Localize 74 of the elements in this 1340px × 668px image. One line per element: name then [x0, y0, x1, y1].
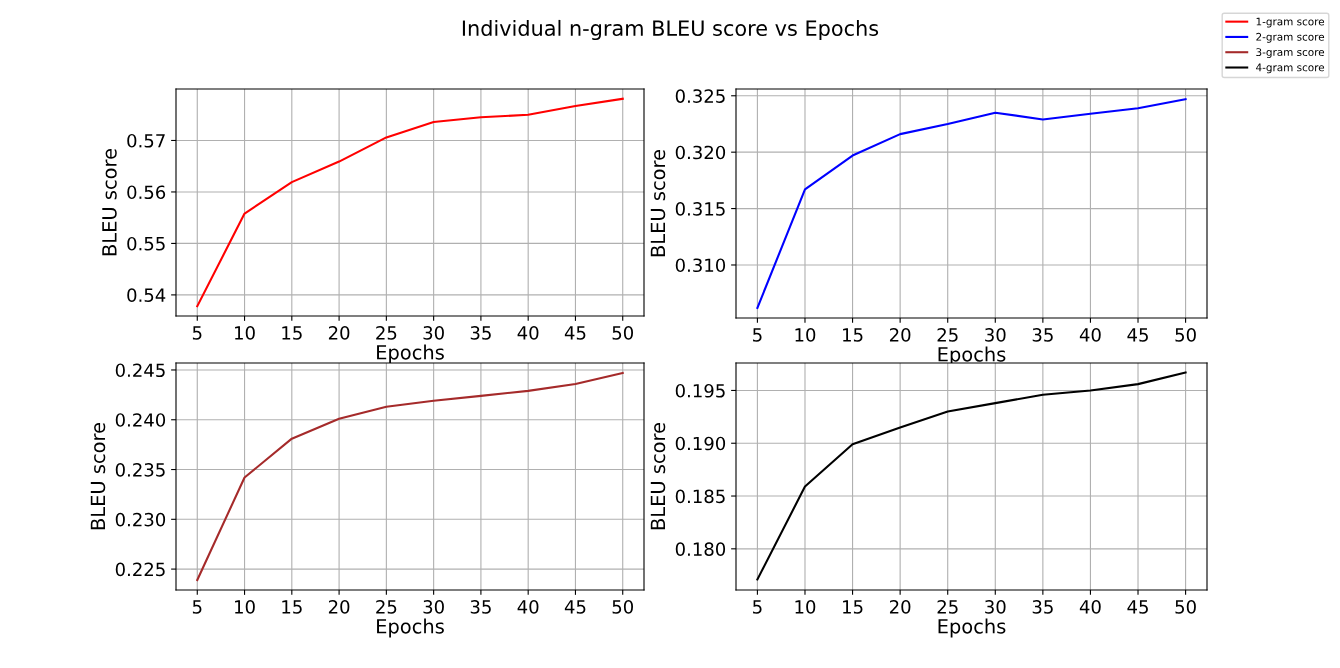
y-tick-label: 0.185	[675, 489, 725, 504]
x-tick-label: 10	[235, 326, 255, 340]
x-tick-label: 35	[470, 600, 491, 614]
x-tick-label: 35	[470, 326, 491, 340]
legend-label: 2-gram score	[1256, 32, 1325, 43]
line-series	[196, 371, 624, 582]
x-tick-label: 35	[1032, 600, 1053, 614]
y-tick-label: 0.57	[127, 133, 165, 148]
x-tick-label: 30	[423, 600, 444, 614]
x-tick-label: 20	[328, 600, 350, 614]
x-tick-label: 10	[795, 600, 816, 614]
x-tick-label: 15	[282, 600, 302, 614]
legend-label: 3-gram score	[1256, 48, 1325, 59]
x-tick-label: 20	[328, 326, 350, 340]
x-tick-label: 10	[235, 600, 255, 614]
x-tick-label: 35	[1032, 328, 1053, 342]
x-tick-label: 25	[937, 328, 958, 342]
x-tick-label: 10	[795, 328, 816, 342]
x-tick-label: 50	[1175, 328, 1196, 342]
y-tick-label: 0.55	[127, 236, 165, 251]
line-series	[756, 371, 1187, 581]
x-axis-title: Epochs	[377, 618, 444, 638]
y-tick-label: 0.225	[115, 562, 165, 577]
x-axis-title: Epochs	[377, 344, 444, 364]
y-axis-title: BLEU score	[650, 422, 666, 530]
x-tick-label: 15	[843, 328, 863, 342]
y-tick-label: 0.240	[115, 413, 166, 427]
x-tick-label: 30	[985, 328, 1006, 342]
x-tick-label: 5	[192, 326, 202, 340]
y-tick-label: 0.315	[675, 202, 725, 216]
line-series	[196, 97, 624, 308]
legend-label: 4-gram score	[1256, 63, 1325, 74]
x-tick-label: 50	[612, 600, 634, 614]
y-tick-label: 0.190	[675, 436, 726, 451]
y-tick-label: 0.195	[675, 383, 725, 398]
x-tick-label: 45	[1127, 328, 1148, 342]
y-axis-title: BLEU score	[650, 149, 666, 257]
x-tick-label: 25	[937, 600, 958, 614]
line-series	[756, 98, 1187, 309]
x-tick-label: 40	[1079, 600, 1101, 614]
y-tick-label: 0.310	[675, 258, 726, 273]
x-tick-label: 20	[889, 328, 911, 342]
x-tick-label: 30	[423, 326, 444, 340]
x-tick-label: 15	[843, 600, 863, 614]
x-tick-label: 25	[376, 326, 397, 340]
x-tick-label: 5	[192, 600, 202, 614]
x-tick-label: 20	[889, 600, 911, 614]
x-axis-title: Epochs	[938, 346, 1006, 366]
x-tick-label: 45	[564, 600, 586, 614]
x-tick-label: 25	[376, 600, 397, 614]
y-axis-title: BLEU score	[102, 148, 117, 256]
y-tick-label: 0.56	[127, 185, 166, 200]
x-tick-label: 5	[753, 328, 762, 342]
x-axis-title: Epochs	[938, 618, 1006, 638]
x-tick-label: 50	[1175, 600, 1196, 614]
y-tick-label: 0.245	[115, 363, 165, 378]
y-tick-label: 0.180	[675, 542, 726, 556]
x-tick-label: 30	[985, 600, 1006, 614]
y-tick-label: 0.54	[127, 288, 166, 303]
y-tick-label: 0.235	[115, 462, 165, 477]
x-tick-label: 40	[1079, 328, 1101, 342]
x-tick-label: 15	[282, 326, 302, 340]
y-tick-label: 0.320	[675, 145, 726, 160]
legend-label: 1-gram score	[1256, 17, 1325, 28]
x-tick-label: 45	[564, 326, 586, 340]
y-tick-label: 0.230	[115, 512, 166, 527]
y-axis-title: BLEU score	[90, 422, 106, 530]
x-tick-label: 50	[612, 326, 634, 340]
chart-title: Individual n-gram BLEU score vs Epochs	[462, 19, 879, 41]
x-tick-label: 45	[1127, 600, 1148, 614]
x-tick-label: 40	[517, 326, 539, 340]
x-tick-label: 5	[753, 600, 762, 614]
x-tick-label: 40	[517, 600, 539, 614]
y-tick-label: 0.325	[675, 89, 725, 103]
